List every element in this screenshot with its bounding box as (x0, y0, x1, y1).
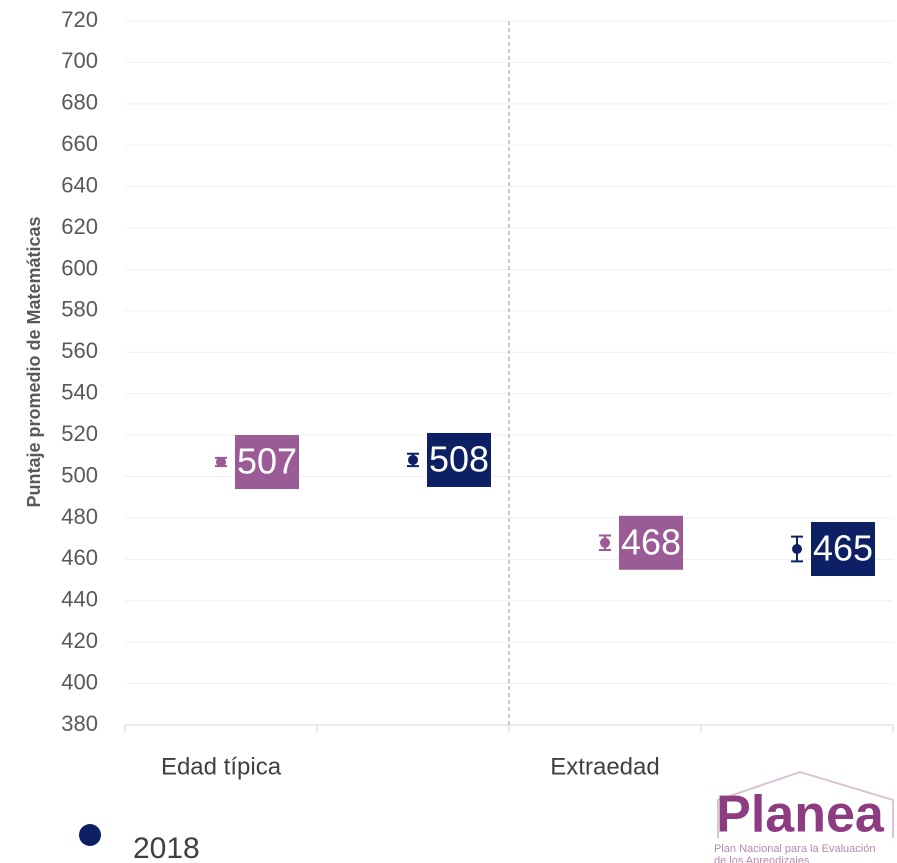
value-label-box (619, 515, 683, 570)
y-tick-label: 500 (61, 462, 98, 487)
y-tick-label: 540 (61, 380, 98, 405)
legend-marker (79, 824, 101, 846)
y-tick-label: 620 (61, 214, 98, 239)
y-tick-label: 660 (61, 131, 98, 156)
y-axis-label: Puntaje promedio de Matemáticas (24, 216, 44, 507)
logo-house (717, 770, 894, 838)
y-tick-label: 380 (61, 711, 98, 736)
y-tick-label: 420 (61, 628, 98, 653)
value-label-box (235, 435, 299, 490)
value-label: 468 (621, 521, 681, 562)
value-label: 507 (237, 441, 297, 482)
value-label: 465 (813, 528, 873, 569)
y-tick-label: 640 (61, 172, 98, 197)
value-label-box (811, 522, 875, 576)
point (600, 537, 610, 548)
point (216, 457, 226, 468)
y-tick-label: 560 (61, 338, 98, 363)
logo: Planea Plan Nacional para la Evaluación … (714, 770, 894, 863)
x-tick-label: Extraedad (550, 753, 659, 780)
x-tick-label: Edad típica (161, 753, 282, 780)
logo-subtitle: Plan Nacional para la Evaluación (714, 843, 875, 855)
y-tick-label: 580 (61, 297, 98, 322)
legend-label: 2018 (133, 832, 200, 863)
value-label: 508 (429, 438, 489, 479)
y-tick-label: 460 (61, 545, 98, 570)
point (792, 544, 802, 554)
logo-subtitle: de los Aprendizajes (714, 855, 810, 863)
value-label-box (427, 432, 491, 487)
y-tick-label: 600 (61, 255, 98, 280)
y-tick-label: 680 (61, 90, 98, 115)
y-tick-label: 400 (61, 669, 98, 694)
y-tick-label: 480 (61, 504, 98, 529)
y-tick-label: 520 (61, 421, 98, 446)
logo-title: Planea (716, 786, 885, 844)
y-tick-label: 440 (61, 587, 98, 612)
y-tick-label: 700 (61, 48, 98, 73)
point (408, 454, 418, 465)
y-tick-label: 720 (61, 7, 98, 32)
